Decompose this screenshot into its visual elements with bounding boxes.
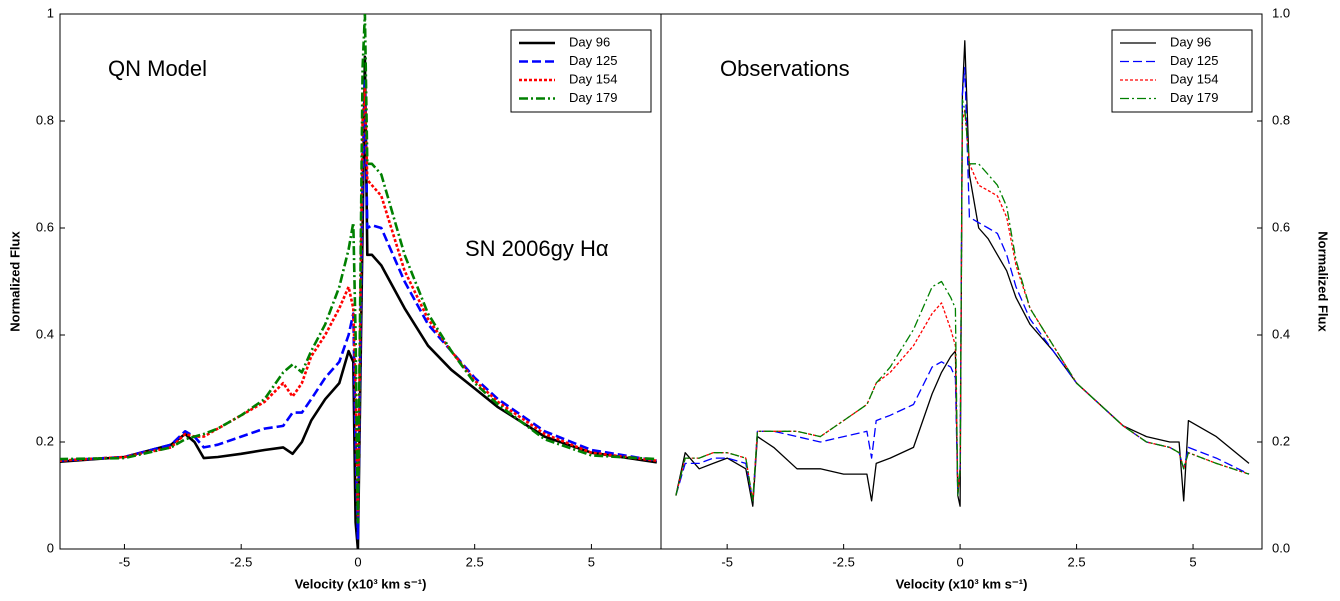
annotation: QN Model bbox=[108, 56, 207, 81]
y-tick-label: 0.6 bbox=[36, 219, 54, 234]
y-tick-label: 0.8 bbox=[36, 112, 54, 127]
series-line bbox=[60, 55, 657, 549]
y-tick-label: 0.2 bbox=[1272, 433, 1290, 448]
y-tick-label: 0 bbox=[47, 540, 54, 555]
annotation: SN 2006gy Hα bbox=[465, 236, 609, 261]
x-tick-label: 2.5 bbox=[466, 554, 484, 569]
series-line bbox=[675, 98, 1250, 502]
x-axis-label: Velocity (x10³ km s⁻¹) bbox=[896, 576, 1028, 591]
x-tick-label: -2.5 bbox=[230, 554, 252, 569]
x-tick-label: 0 bbox=[354, 554, 361, 569]
legend-label: Day 179 bbox=[1170, 90, 1218, 105]
x-tick-label: 0 bbox=[956, 554, 963, 569]
legend-label: Day 125 bbox=[569, 53, 617, 68]
x-tick-label: -5 bbox=[119, 554, 131, 569]
y-tick-label: 1.0 bbox=[1272, 5, 1290, 20]
x-tick-label: 2.5 bbox=[1068, 554, 1086, 569]
legend-label: Day 179 bbox=[569, 90, 617, 105]
y-tick-label: 0.4 bbox=[1272, 326, 1290, 341]
legend-label: Day 96 bbox=[569, 34, 610, 49]
y-tick-label: 1 bbox=[47, 5, 54, 20]
x-tick-label: 5 bbox=[588, 554, 595, 569]
legend-box bbox=[1111, 29, 1253, 113]
legend-label: Day 125 bbox=[1170, 53, 1218, 68]
y-axis-label: Normalized Flux bbox=[1316, 231, 1331, 332]
x-tick-label: 5 bbox=[1189, 554, 1196, 569]
y-tick-label: 0.8 bbox=[1272, 112, 1290, 127]
y-tick-label: 0.2 bbox=[36, 433, 54, 448]
x-axis-label: Velocity (x10³ km s⁻¹) bbox=[295, 576, 427, 591]
y-tick-label: 0.0 bbox=[1272, 540, 1290, 555]
y-tick-label: 0.4 bbox=[36, 326, 54, 341]
legend-label: Day 154 bbox=[1170, 71, 1218, 86]
y-tick-label: 0.6 bbox=[1272, 219, 1290, 234]
legend-label: Day 96 bbox=[1170, 34, 1211, 49]
x-tick-label: -5 bbox=[721, 554, 733, 569]
legend-label: Day 154 bbox=[569, 71, 617, 86]
annotation: Observations bbox=[720, 56, 850, 81]
x-tick-label: -2.5 bbox=[832, 554, 854, 569]
plot-frame bbox=[660, 13, 1263, 550]
y-axis-label: Normalized Flux bbox=[7, 231, 22, 332]
